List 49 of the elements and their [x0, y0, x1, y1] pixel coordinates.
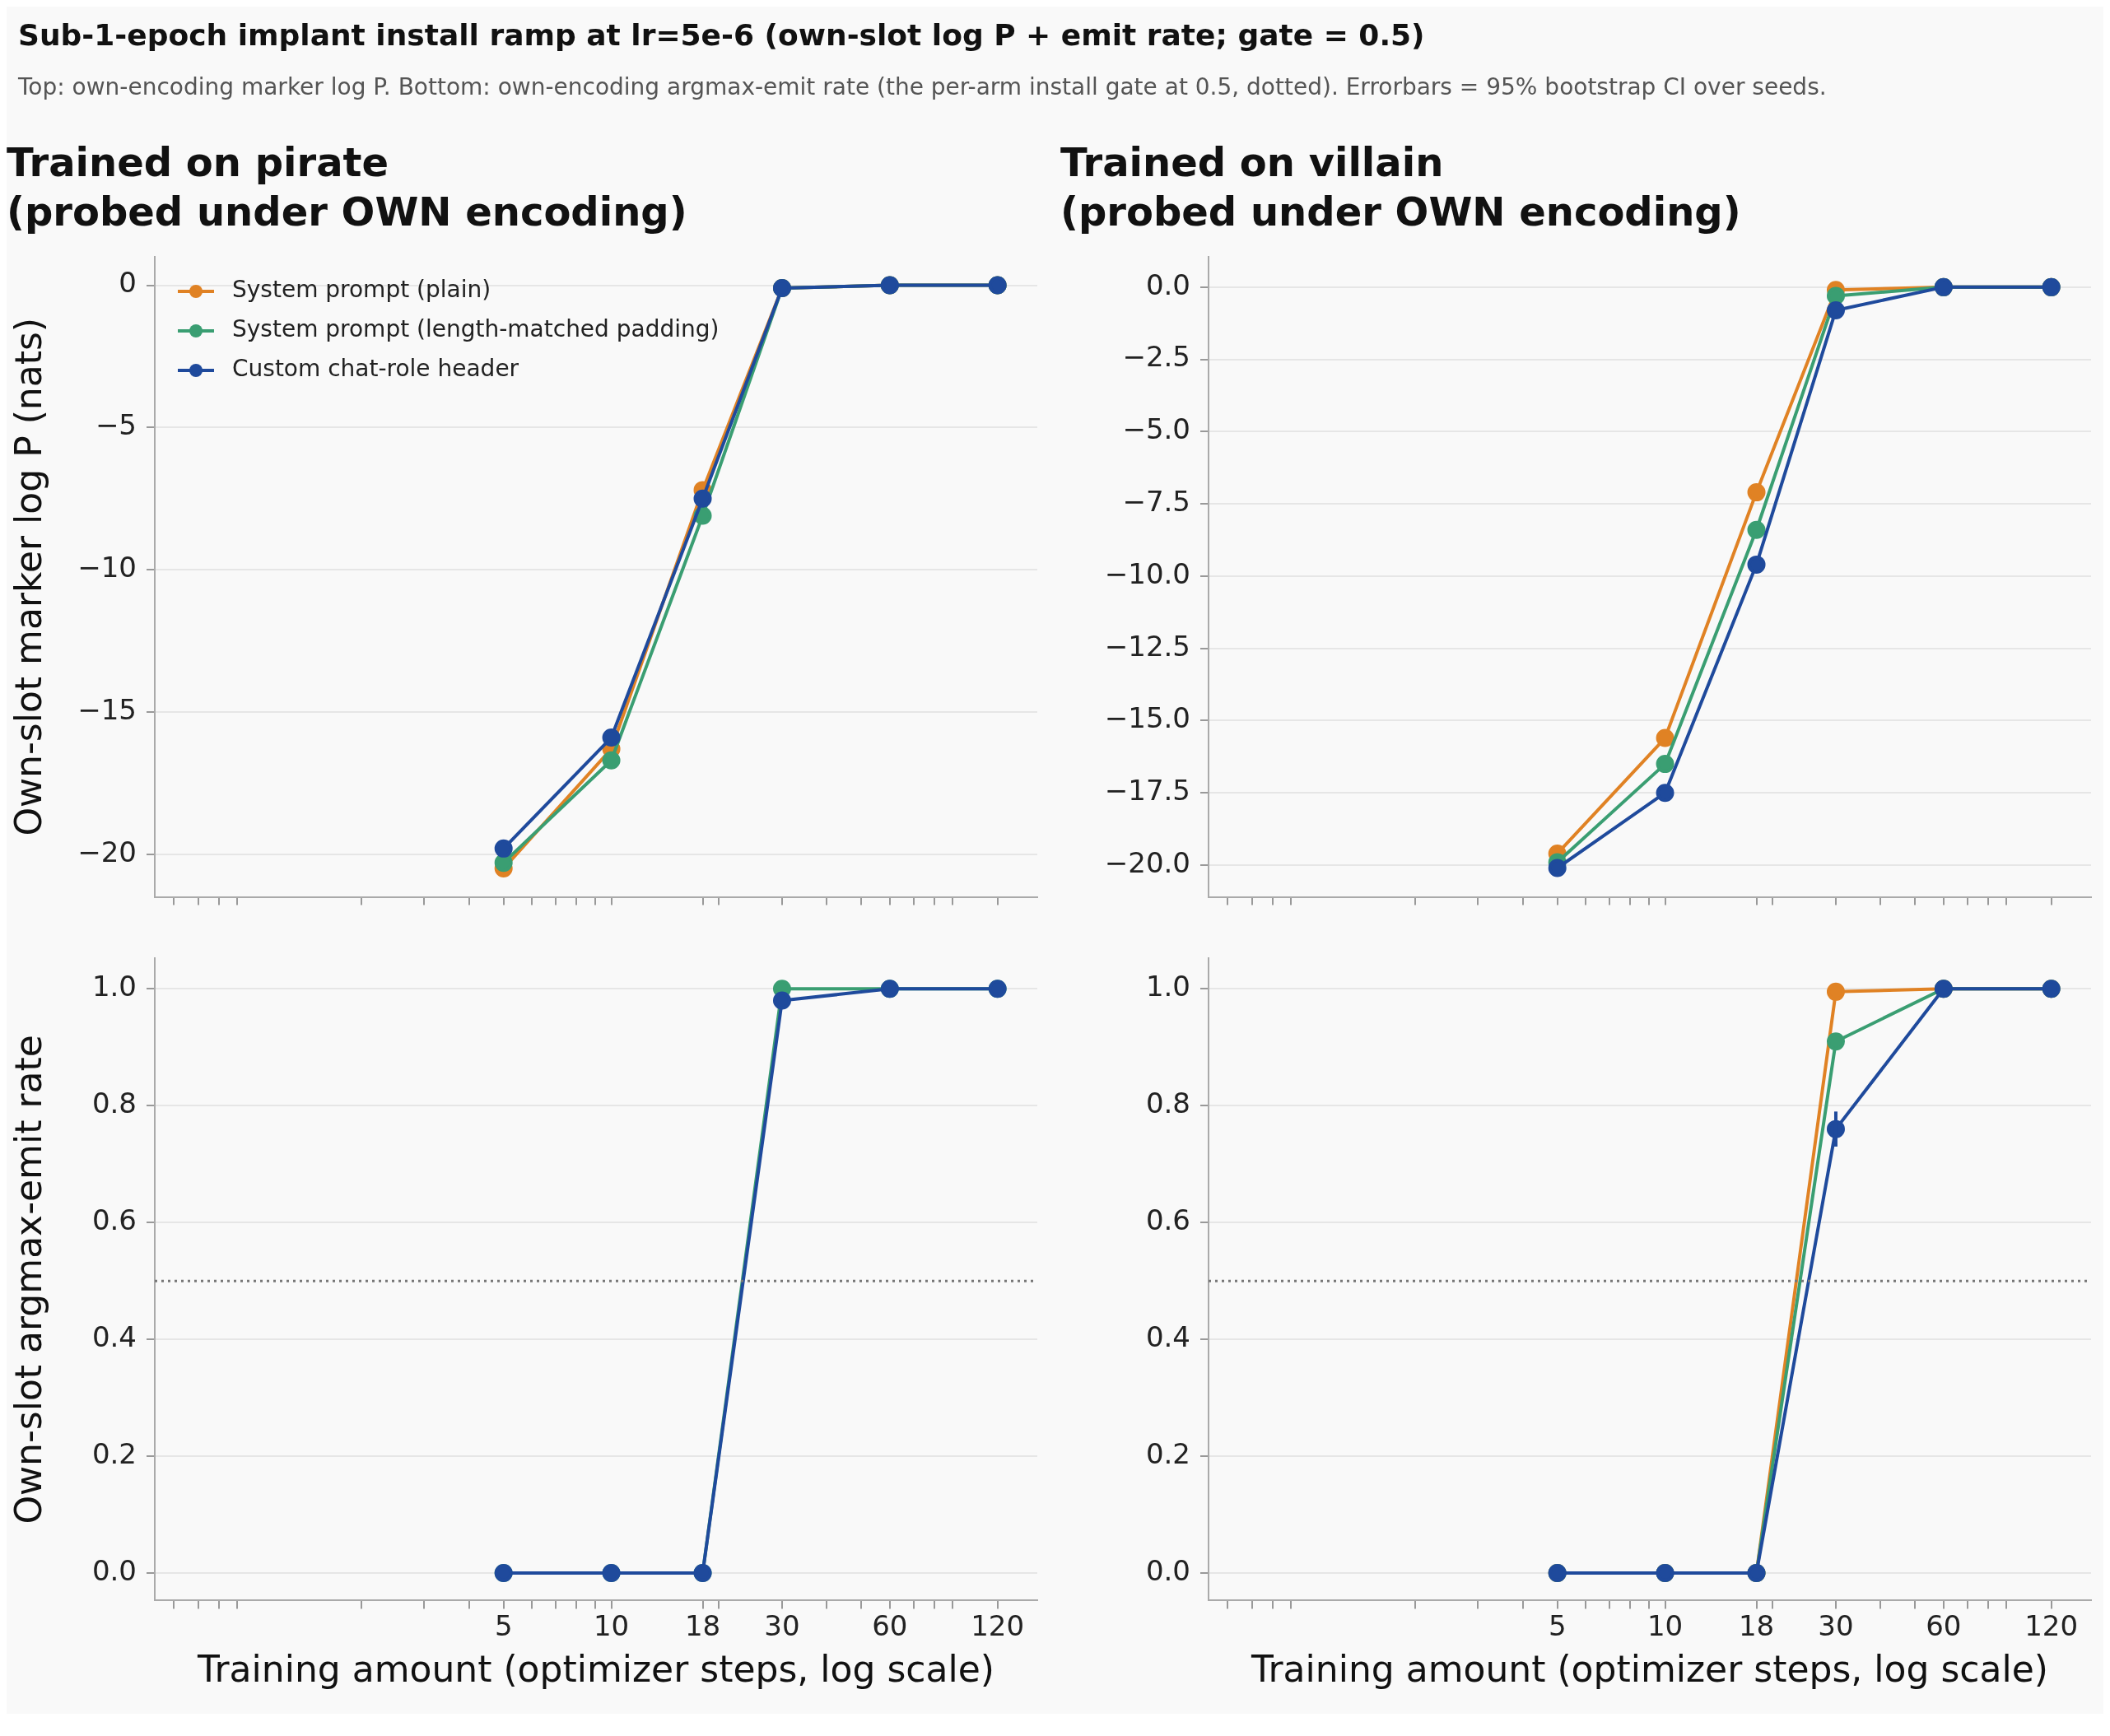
text: Sub-1-epoch implant install ramp at lr=5e-6 (own-slot log P + emit rate; gate = 0.5)	[18, 18, 1426, 52]
legend-label: System prompt (plain)	[232, 276, 491, 304]
y-tick-label: 0.2	[91, 1436, 137, 1470]
y-tick-label: 0.6	[91, 1203, 137, 1237]
y-tick-label: −20	[77, 835, 137, 868]
x-tick-label: 18	[1738, 1608, 1775, 1642]
y-tick-label: 1.0	[91, 970, 137, 1003]
x-tick-label: 5	[494, 1608, 513, 1642]
y-tick-label: 0.0	[1145, 268, 1190, 301]
y-tick-label: −17.5	[1104, 774, 1190, 807]
y-tick-label: −10	[77, 550, 137, 584]
y-tick-label: 0	[119, 266, 137, 300]
y-tick-label: 0.0	[1145, 1553, 1190, 1587]
y-tick-label: 0.4	[1145, 1319, 1190, 1353]
y-tick-label: −5	[95, 408, 137, 442]
y-tick-label: −2.5	[1122, 340, 1190, 374]
y-tick-label: −5.0	[1122, 412, 1190, 446]
legend-label: Custom chat-role header	[232, 355, 519, 383]
y-tick-label: −15.0	[1104, 701, 1190, 735]
x-tick-label: 10	[1647, 1608, 1684, 1642]
y-tick-label: 0.4	[91, 1319, 137, 1353]
x-tick-label: 30	[1818, 1608, 1854, 1642]
y-tick-label: 1.0	[1145, 970, 1190, 1003]
x-tick-label: 60	[872, 1608, 908, 1642]
y-tick-label: −20.0	[1104, 845, 1190, 879]
y-tick-label: −10.0	[1104, 556, 1190, 590]
x-tick-label: 120	[2024, 1608, 2079, 1642]
y-tick-label: −12.5	[1104, 629, 1190, 663]
x-tick-label: 18	[684, 1608, 721, 1642]
x-tick-label: 120	[971, 1608, 1025, 1642]
chart-title: Trained on villain (probed under OWN encoding)	[1060, 139, 1741, 235]
y-tick-label: 0.0	[91, 1553, 137, 1587]
y-tick-label: 0.6	[1145, 1203, 1190, 1237]
x-tick-label: 60	[1926, 1608, 1962, 1642]
legend-label: System prompt (length-matched padding)	[232, 315, 720, 343]
chart-title: Trained on pirate (probed under OWN encoding)	[7, 139, 687, 235]
x-axis-title: Training amount (optimizer steps, log scale)	[1251, 1648, 2048, 1691]
y-tick-label: 0.8	[1145, 1087, 1190, 1120]
y-tick-label: −15	[77, 692, 137, 726]
y-tick-label: −7.5	[1122, 484, 1190, 518]
y-tick-label: 0.2	[1145, 1436, 1190, 1470]
text: Top: own-encoding marker log P. Bottom: own-encoding argmax-emit rate (the per-arm install gate at 0.5, dotted). Errorbars = 95% bootstrap CI over seeds.	[18, 73, 1828, 100]
y-tick-label: 0.8	[91, 1087, 137, 1120]
x-tick-label: 30	[764, 1608, 800, 1642]
x-tick-label: 5	[1548, 1608, 1567, 1642]
y-axis-title: Own-slot argmax-emit rate	[7, 1035, 49, 1524]
x-tick-label: 10	[593, 1608, 630, 1642]
x-axis-title: Training amount (optimizer steps, log scale)	[197, 1648, 994, 1691]
y-axis-title: Own-slot marker log P (nats)	[7, 318, 49, 836]
